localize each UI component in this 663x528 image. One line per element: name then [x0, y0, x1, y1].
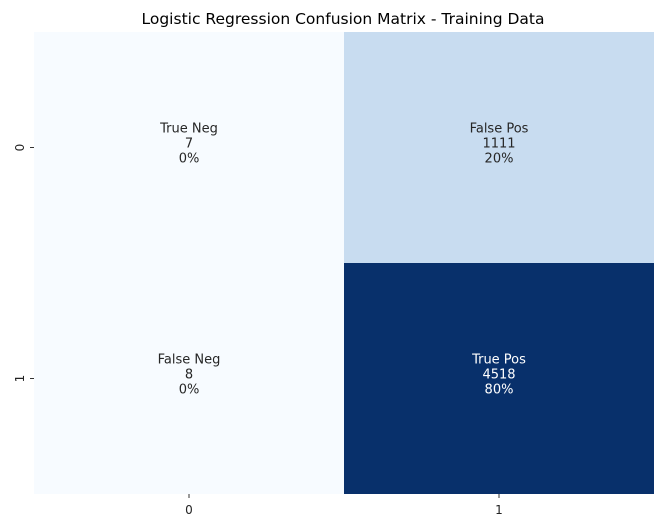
heatmap-cells: True Neg 7 0%False Pos 1111 20%False Neg 8 0%T…: [34, 32, 654, 494]
cell-count: 4518: [482, 368, 515, 383]
y-axis: 01: [13, 144, 34, 383]
y-tick-label: 0: [13, 144, 27, 152]
cell-percent: 0%: [179, 383, 200, 398]
cell-percent: 20%: [485, 152, 514, 167]
chart-title: Logistic Regression Confusion Matrix - T…: [142, 10, 545, 28]
cell-count: 7: [185, 137, 193, 152]
cell-label: True Neg: [159, 122, 218, 137]
cell-annotation-1-0: False Neg 8 0%: [158, 353, 221, 398]
heatmap-cell-0-0: [34, 32, 344, 263]
cell-label: True Pos: [471, 353, 526, 368]
cell-annotation-0-1: False Pos 1111 20%: [470, 122, 529, 167]
heatmap-cell-1-0: [34, 263, 344, 494]
cell-count: 1111: [482, 137, 515, 152]
cell-annotation-0-0: True Neg 7 0%: [159, 122, 218, 167]
cell-percent: 80%: [485, 383, 514, 398]
y-tick-label: 1: [13, 375, 27, 383]
cell-annotation-1-1: True Pos 4518 80%: [471, 353, 526, 398]
cell-percent: 0%: [179, 152, 200, 167]
cell-count: 8: [185, 368, 193, 383]
x-tick-label: 1: [495, 503, 503, 517]
cell-label: False Pos: [470, 122, 529, 137]
x-tick-label: 0: [185, 503, 193, 517]
cell-label: False Neg: [158, 353, 221, 368]
heatmap-cell-0-1: [344, 32, 654, 263]
heatmap-cell-1-1: [344, 263, 654, 494]
